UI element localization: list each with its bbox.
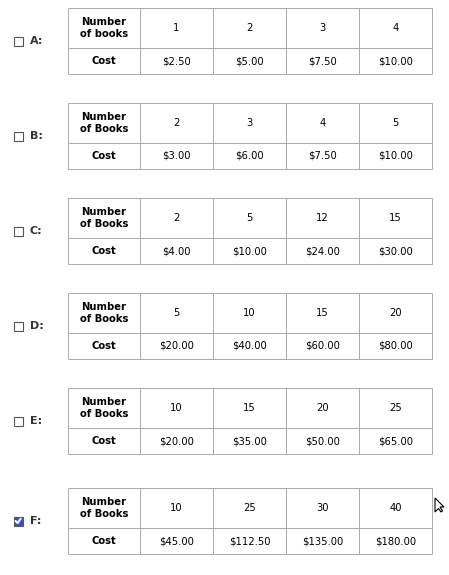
Bar [68,293,432,359]
Text: $60.00: $60.00 [305,341,340,351]
Bar [13,516,22,526]
Text: $7.50: $7.50 [308,151,337,161]
Text: 40: 40 [389,503,402,513]
Text: E:: E: [30,416,42,426]
Text: A:: A: [30,36,44,46]
Text: 3: 3 [319,23,326,33]
Bar [68,388,432,454]
Text: 12: 12 [316,213,329,223]
Polygon shape [435,498,444,512]
Text: Number
of Books: Number of Books [80,207,128,229]
Text: Cost: Cost [92,341,116,351]
Text: 4: 4 [319,118,326,128]
Text: $10.00: $10.00 [378,56,413,66]
Text: F:: F: [30,516,41,526]
Text: $3.00: $3.00 [162,151,191,161]
Text: 15: 15 [389,213,402,223]
Text: 2: 2 [247,23,253,33]
Text: $40.00: $40.00 [232,341,267,351]
Text: 5: 5 [247,213,253,223]
Text: 20: 20 [316,403,329,413]
Text: B:: B: [30,131,43,141]
Text: $24.00: $24.00 [305,246,340,256]
Text: $20.00: $20.00 [159,436,194,446]
Text: Cost: Cost [92,56,116,66]
Text: $80.00: $80.00 [378,341,413,351]
Text: $35.00: $35.00 [232,436,267,446]
Text: 10: 10 [170,503,183,513]
Text: Cost: Cost [92,436,116,446]
Bar [13,36,22,45]
Text: $7.50: $7.50 [308,56,337,66]
Text: 5: 5 [173,308,180,318]
Bar [13,321,22,331]
Text: $50.00: $50.00 [305,436,340,446]
Text: Number
of Books: Number of Books [80,497,128,519]
Bar [68,488,432,554]
Text: $45.00: $45.00 [159,536,194,546]
Text: 2: 2 [173,213,180,223]
Bar [68,8,432,74]
Bar [68,198,432,264]
Text: 30: 30 [316,503,329,513]
Bar [13,227,22,236]
Text: $112.50: $112.50 [229,536,270,546]
Text: $10.00: $10.00 [378,151,413,161]
Text: $135.00: $135.00 [302,536,343,546]
Text: $20.00: $20.00 [159,341,194,351]
Bar [68,103,432,169]
Text: C:: C: [30,226,43,236]
Text: 2: 2 [173,118,180,128]
Text: Number
of Books: Number of Books [80,397,128,419]
Text: Number
of Books: Number of Books [80,112,128,134]
Text: 4: 4 [392,23,399,33]
Text: 15: 15 [316,308,329,318]
Text: 1: 1 [173,23,180,33]
Bar [13,416,22,426]
Text: 15: 15 [243,403,256,413]
Text: $4.00: $4.00 [162,246,191,256]
Text: $6.00: $6.00 [235,151,264,161]
Text: Number
of Books: Number of Books [80,302,128,324]
Text: 25: 25 [389,403,402,413]
Text: D:: D: [30,321,44,331]
Text: 10: 10 [243,308,256,318]
Text: 3: 3 [247,118,253,128]
Text: $180.00: $180.00 [375,536,416,546]
Text: 25: 25 [243,503,256,513]
Text: $5.00: $5.00 [235,56,264,66]
Text: $65.00: $65.00 [378,436,413,446]
Text: 10: 10 [170,403,183,413]
Text: Number
of books: Number of books [80,17,128,39]
Text: 5: 5 [392,118,399,128]
Text: Cost: Cost [92,536,116,546]
Bar [13,132,22,140]
Text: $2.50: $2.50 [162,56,191,66]
Text: Cost: Cost [92,246,116,256]
Text: $30.00: $30.00 [378,246,413,256]
Text: Cost: Cost [92,151,116,161]
Text: 20: 20 [389,308,402,318]
Text: $10.00: $10.00 [232,246,267,256]
